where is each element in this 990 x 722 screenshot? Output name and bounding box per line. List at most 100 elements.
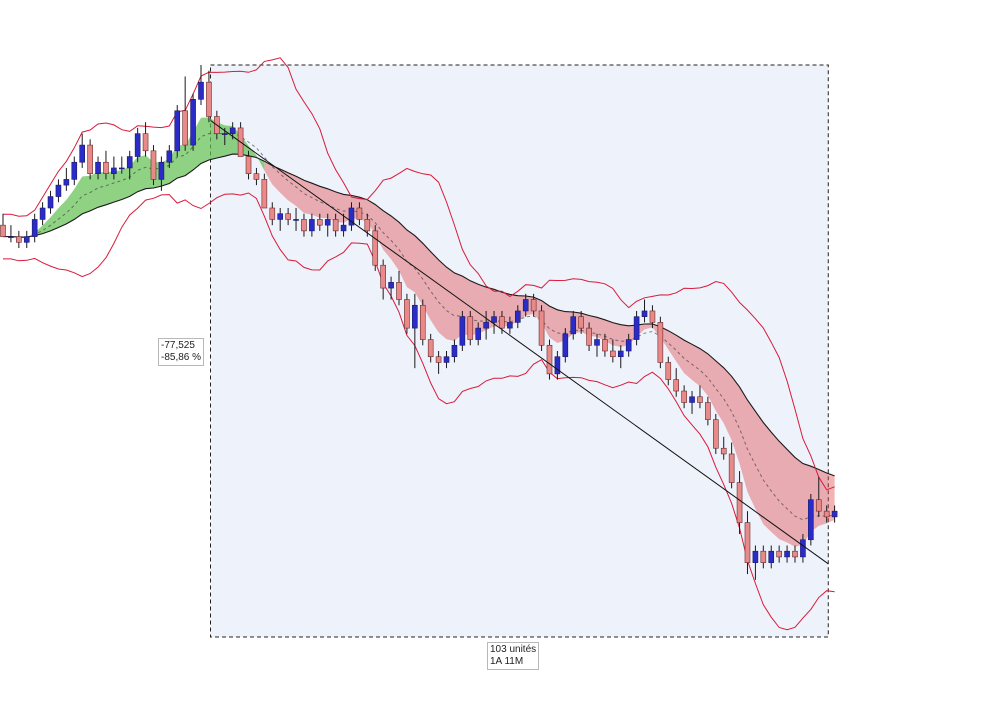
bull-candle bbox=[459, 316, 466, 346]
bear-candle bbox=[380, 264, 386, 289]
bull-candle bbox=[8, 236, 14, 238]
bull-candle bbox=[198, 81, 204, 100]
bear-candle bbox=[150, 150, 157, 180]
bull-candle bbox=[554, 356, 561, 375]
bull-candle bbox=[507, 322, 513, 329]
bear-candle bbox=[720, 447, 727, 455]
bear-candle bbox=[0, 224, 6, 237]
bull-candle bbox=[808, 499, 814, 541]
bull-candle bbox=[625, 339, 632, 352]
bull-candle bbox=[277, 213, 284, 220]
bear-candle bbox=[261, 179, 268, 209]
bull-cloud-segment bbox=[34, 117, 265, 236]
bear-cloud-segment bbox=[264, 161, 835, 547]
bear-candle bbox=[792, 550, 798, 558]
bear-candle bbox=[610, 350, 616, 358]
medium-average-line bbox=[3, 132, 835, 521]
bar-count-text: 103 unités bbox=[490, 644, 537, 655]
bear-candle bbox=[142, 133, 149, 152]
bear-candle bbox=[681, 390, 687, 403]
bear-candle bbox=[285, 213, 291, 220]
bear-candle bbox=[427, 339, 434, 358]
bull-candle bbox=[174, 110, 181, 152]
bear-candle bbox=[372, 230, 379, 266]
bull-candle bbox=[79, 144, 85, 163]
bull-candle bbox=[570, 316, 577, 335]
bear-candle bbox=[356, 207, 363, 220]
bull-candle bbox=[71, 161, 78, 180]
bull-candle bbox=[23, 236, 30, 243]
bollinger-bands bbox=[3, 57, 835, 631]
bear-candle bbox=[404, 299, 410, 329]
bull-candle bbox=[451, 344, 458, 358]
bull-candle bbox=[594, 339, 600, 346]
measure-span-label: 103 unités 1A 11M bbox=[487, 642, 540, 670]
bull-candle bbox=[111, 167, 117, 174]
bull-candle bbox=[689, 396, 695, 403]
bull-candle bbox=[134, 133, 141, 157]
bear-candle bbox=[316, 219, 323, 226]
bear-candle bbox=[728, 453, 735, 483]
bear-candle bbox=[253, 173, 260, 180]
measure-value-label: -77,525 -85,86 % bbox=[158, 338, 205, 366]
bear-candle bbox=[586, 327, 592, 346]
bear-candle bbox=[673, 379, 680, 392]
bull-candle bbox=[293, 219, 299, 221]
bull-candle bbox=[31, 219, 38, 237]
bear-candle bbox=[736, 482, 743, 523]
candles bbox=[0, 65, 838, 580]
bear-candle bbox=[245, 156, 252, 174]
bull-candle bbox=[800, 539, 806, 558]
slow-average-line bbox=[3, 153, 835, 477]
bear-candle bbox=[269, 207, 276, 220]
bear-candle bbox=[602, 339, 608, 352]
bear-candle bbox=[649, 310, 656, 323]
period-text: 1A 11M bbox=[490, 656, 524, 667]
bull-candle bbox=[514, 310, 521, 323]
bollinger-lower-line bbox=[3, 192, 835, 631]
bear-candle bbox=[467, 316, 474, 340]
bear-candle bbox=[499, 316, 505, 329]
bull-candle bbox=[784, 550, 790, 558]
bull-candle bbox=[641, 310, 648, 317]
bull-candle bbox=[55, 184, 62, 197]
bear-candle bbox=[657, 322, 664, 363]
bull-candle bbox=[324, 219, 331, 226]
bull-candle bbox=[63, 179, 70, 186]
bear-candle bbox=[182, 110, 188, 146]
bull-candle bbox=[633, 316, 640, 340]
bull-candle bbox=[388, 282, 394, 289]
bear-candle bbox=[332, 219, 339, 232]
bull-candle bbox=[95, 161, 101, 174]
bear-candle bbox=[546, 344, 553, 375]
bull-candle bbox=[348, 207, 355, 226]
bull-candle bbox=[443, 356, 450, 363]
bull-candle bbox=[617, 350, 624, 358]
bull-candle bbox=[562, 333, 569, 358]
bear-candle bbox=[712, 419, 719, 449]
bull-candle bbox=[126, 156, 133, 169]
bear-candle bbox=[16, 236, 22, 243]
bull-candle bbox=[475, 327, 482, 340]
bear-candle bbox=[776, 550, 782, 558]
bull-candle bbox=[831, 510, 838, 518]
measure-rect bbox=[210, 64, 829, 638]
bear-candle bbox=[396, 282, 402, 300]
bull-candle bbox=[522, 299, 529, 312]
bull-candle bbox=[340, 224, 347, 232]
bear-candle bbox=[103, 161, 109, 174]
measure-diagonal bbox=[210, 120, 829, 565]
bull-candle bbox=[158, 161, 165, 180]
bear-candle bbox=[665, 362, 672, 380]
price-change-text: -77,525 bbox=[161, 340, 195, 351]
bear-candle bbox=[744, 522, 751, 563]
bear-candle bbox=[206, 81, 212, 117]
bear-candle bbox=[87, 144, 93, 174]
bollinger-upper-line bbox=[3, 57, 835, 491]
bull-candle bbox=[229, 127, 236, 134]
measure-area bbox=[210, 64, 829, 638]
bear-candle bbox=[823, 510, 830, 518]
percent-change-text: -85,86 % bbox=[161, 352, 202, 363]
bear-candle bbox=[815, 499, 822, 512]
